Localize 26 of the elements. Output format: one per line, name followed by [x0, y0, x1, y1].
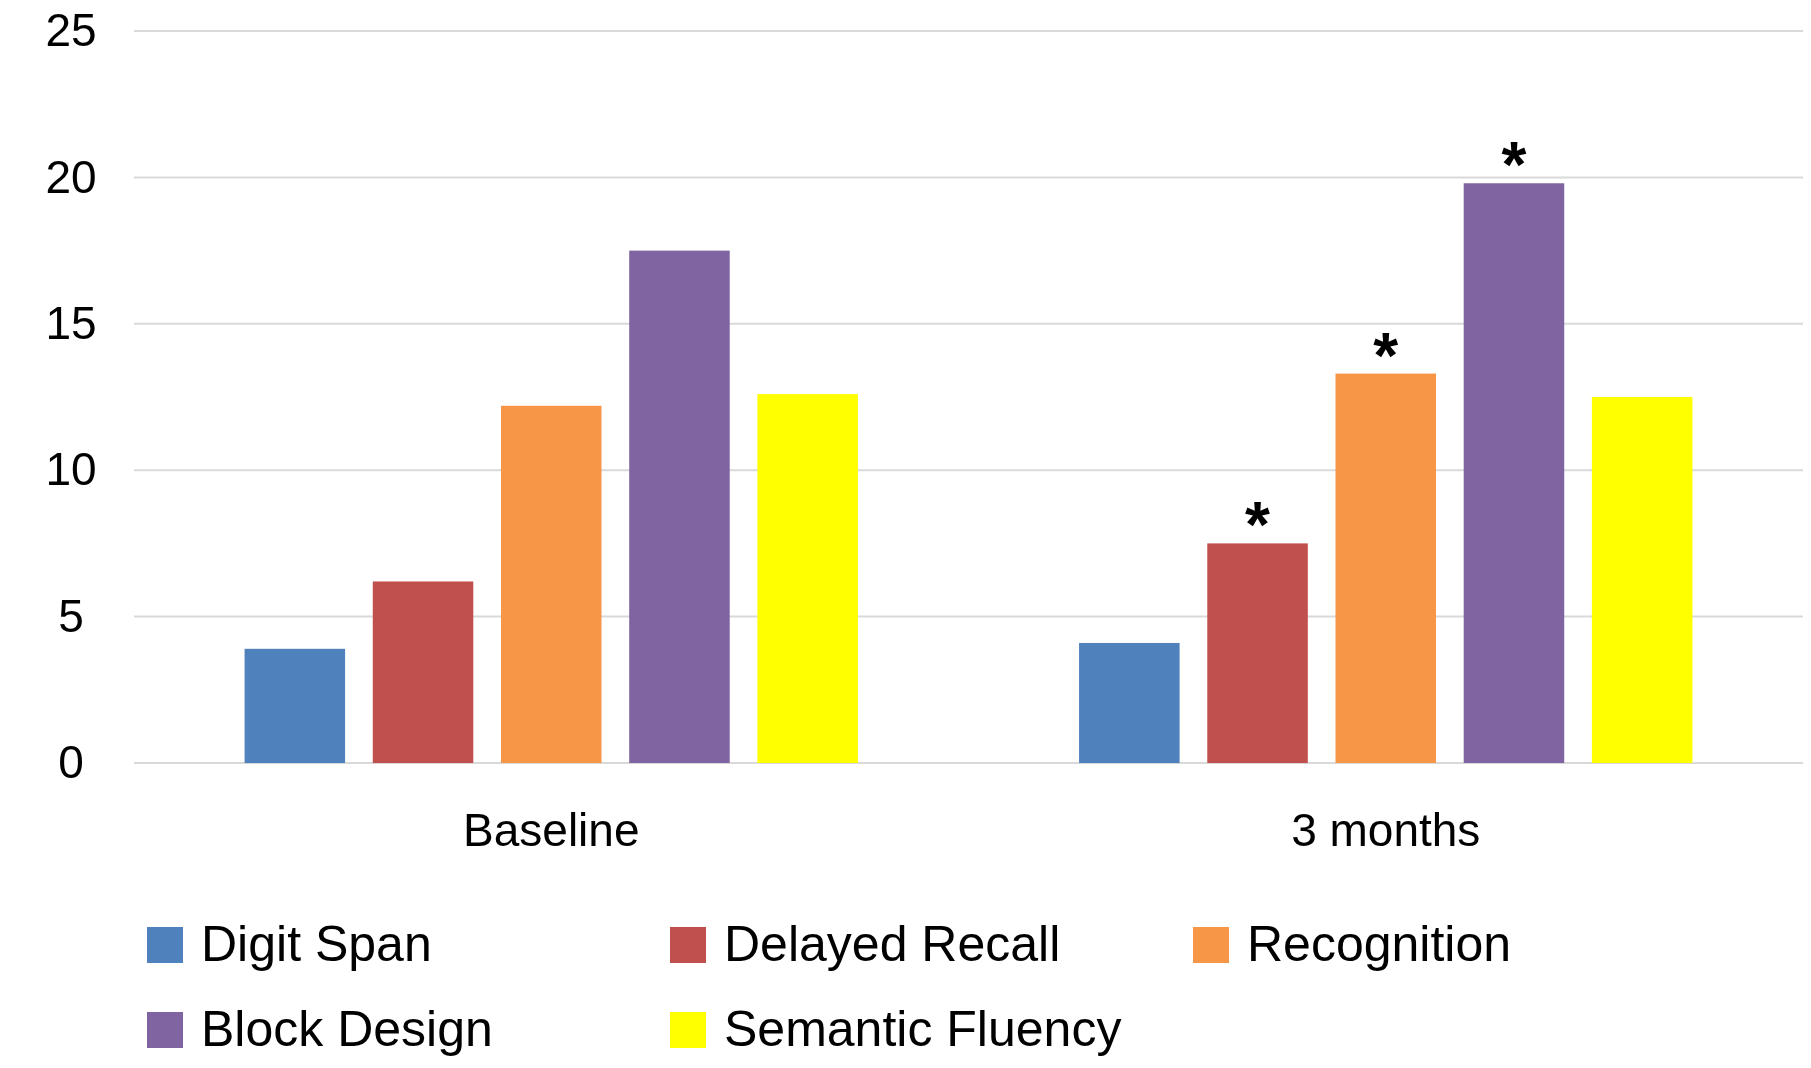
data-label: * — [1501, 129, 1527, 202]
bar — [1463, 183, 1565, 763]
y-tick-label: 0 — [58, 736, 84, 789]
y-tick-label: 20 — [45, 150, 97, 203]
legend-label: Recognition — [1247, 916, 1512, 972]
bar — [1207, 543, 1308, 763]
bar — [629, 250, 730, 763]
data-label: * — [1245, 489, 1271, 562]
data-label: * — [1373, 319, 1399, 392]
x-tick-label: 3 months — [1291, 803, 1481, 856]
y-tick-label: 15 — [45, 297, 97, 350]
bar — [372, 581, 474, 763]
bar — [244, 648, 346, 763]
bar — [1591, 397, 1693, 763]
bar — [500, 405, 602, 763]
x-tick-label: Baseline — [463, 803, 640, 856]
legend-label: Semantic Fluency — [724, 1001, 1122, 1057]
bar — [757, 394, 858, 763]
bar — [1335, 373, 1437, 763]
y-tick-label: 5 — [58, 589, 84, 642]
legend-label: Block Design — [201, 1001, 493, 1057]
y-tick-label: 10 — [45, 443, 97, 496]
legend-label: Digit Span — [201, 916, 432, 972]
legend-label: Delayed Recall — [724, 916, 1061, 972]
bar — [1079, 642, 1180, 763]
y-tick-label: 25 — [45, 4, 97, 57]
